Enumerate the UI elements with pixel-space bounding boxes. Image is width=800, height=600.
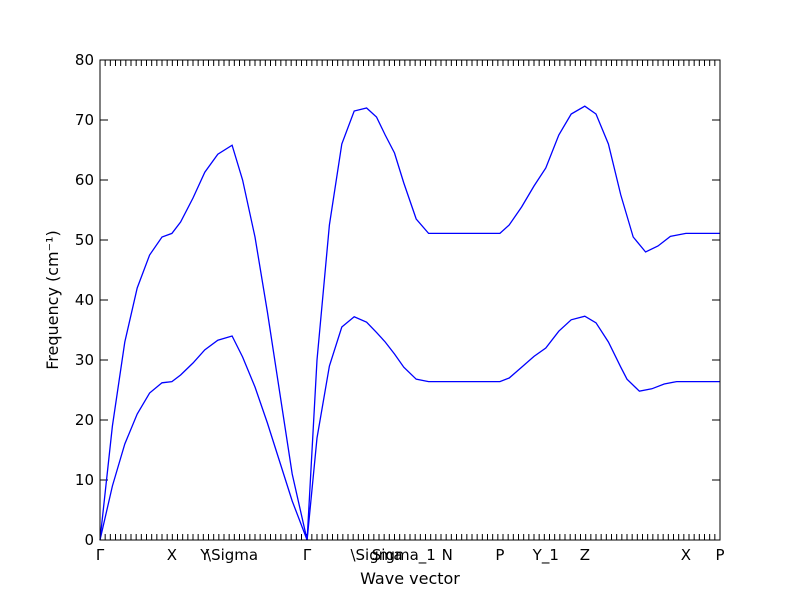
x-tick-label: Γ [303, 546, 312, 564]
x-tick-label: \Sigma [350, 546, 402, 564]
series-line-2 [99, 105, 720, 541]
x-tick-label: N [442, 546, 453, 564]
x-tick-label: Y [199, 546, 210, 564]
y-tick-label: 50 [75, 231, 94, 249]
x-tick-label: \Sigma [206, 546, 258, 564]
y-axis-title: Frequency (cm⁻¹) [43, 230, 62, 369]
y-tick-label: 70 [75, 111, 94, 129]
y-tick-label: 0 [84, 531, 94, 549]
x-tick-label: Y_1 [532, 546, 559, 565]
y-tick-label: 10 [75, 471, 94, 489]
x-axis-title: Wave vector [360, 569, 460, 588]
y-tick-label: 40 [75, 291, 94, 309]
series-layer [99, 105, 720, 541]
x-tick-label: P [715, 546, 724, 564]
x-tick-label: Sigma_1 [372, 546, 436, 565]
y-tick-labels: 0 10 20 30 40 50 60 70 80 [75, 51, 94, 549]
plot-frame [99, 59, 721, 541]
y-tick-label: 60 [75, 171, 94, 189]
x-tick-label: P [495, 546, 504, 564]
x-tick-label: Z [580, 546, 590, 564]
y-tick-label: 30 [75, 351, 94, 369]
y-tick-label: 20 [75, 411, 94, 429]
series-line-1 [99, 315, 720, 541]
y-tick-label: 80 [75, 51, 94, 69]
ticks-layer [99, 59, 721, 541]
x-tick-label: Γ [96, 546, 105, 564]
x-tick-label: X [681, 546, 691, 564]
x-tick-label: X [167, 546, 177, 564]
